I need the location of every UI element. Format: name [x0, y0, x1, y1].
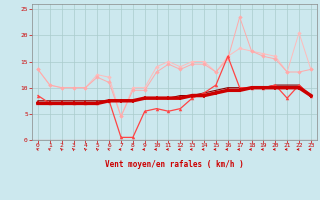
X-axis label: Vent moyen/en rafales ( km/h ): Vent moyen/en rafales ( km/h ): [105, 160, 244, 169]
